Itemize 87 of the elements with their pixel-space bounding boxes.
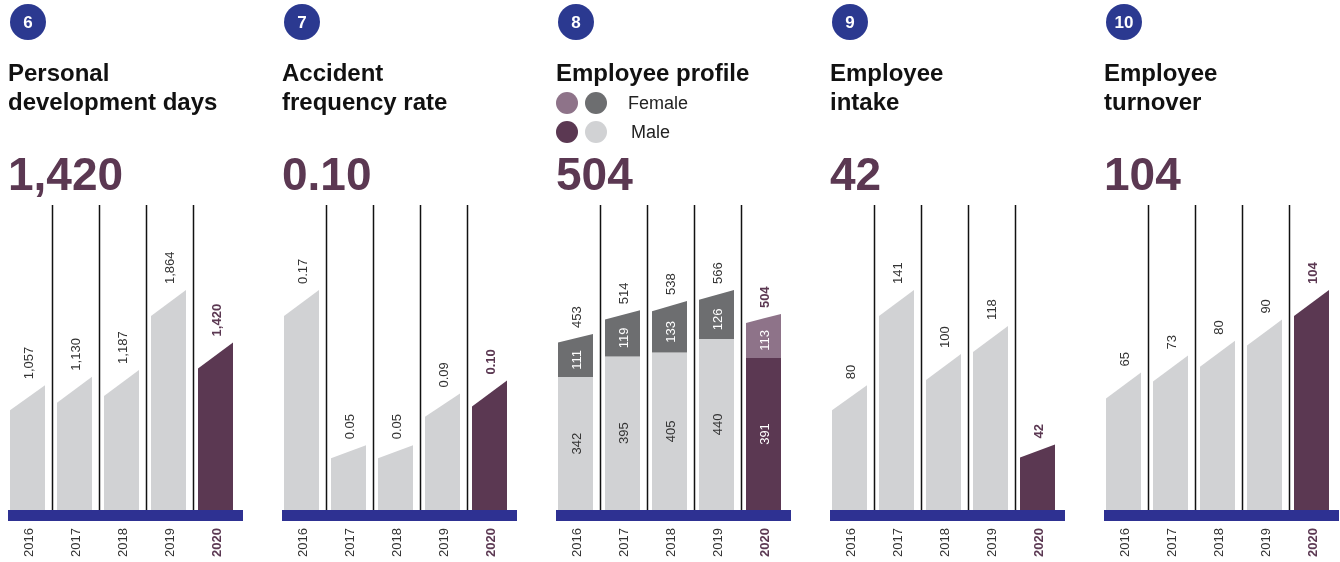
- data-label: 342: [568, 432, 584, 455]
- bar: [151, 290, 186, 510]
- total-label: 514: [615, 282, 631, 305]
- x-tick-label: 2016: [568, 528, 584, 557]
- chart-title: Employee turnover: [1104, 59, 1218, 115]
- data-label: 111: [568, 349, 584, 370]
- legend-label: Female: [628, 93, 689, 113]
- x-tick-label: 2020: [208, 528, 224, 557]
- text: 9: [845, 13, 855, 32]
- data-label: 1,864: [161, 251, 177, 284]
- bar: [284, 290, 319, 510]
- x-tick-label: 2019: [709, 528, 725, 557]
- data-label: 80: [842, 364, 858, 380]
- bar: [558, 377, 593, 510]
- data-label: 391: [756, 423, 772, 445]
- total-label: 566: [709, 262, 725, 284]
- x-tick-label: 2019: [983, 528, 999, 557]
- chart-subtitle: 504: [556, 148, 634, 200]
- x-tick-label: 2017: [67, 528, 83, 557]
- x-tick-label: 2019: [1257, 528, 1273, 557]
- data-label: 1,130: [67, 338, 83, 371]
- x-tick-label: 2020: [1304, 528, 1320, 557]
- bar: [1247, 319, 1282, 510]
- x-tick-label: 2018: [114, 528, 130, 557]
- x-tick-label: 2016: [20, 528, 36, 557]
- data-label: 1,187: [114, 331, 130, 364]
- x-tick-label: 2016: [842, 528, 858, 557]
- chart-title: Employee intake: [830, 59, 944, 115]
- chart-title: Personal development days: [8, 59, 218, 115]
- x-tick-label: 2019: [161, 528, 177, 557]
- bar: [746, 358, 781, 510]
- x-tick-label: 2017: [889, 528, 905, 557]
- total-label: 504: [756, 285, 772, 309]
- data-label: 395: [615, 422, 631, 445]
- chart-title: Employee profile: [556, 59, 750, 86]
- x-tick-label: 2016: [294, 528, 310, 557]
- chart-title: Accident frequency rate: [282, 59, 448, 115]
- x-tick-label: 2016: [1116, 528, 1132, 557]
- x-tick-label: 2018: [662, 528, 678, 557]
- x-tick-label: 2019: [435, 528, 451, 557]
- bar: [699, 338, 734, 510]
- x-tick-label: 2018: [1210, 528, 1226, 557]
- bar: [1294, 290, 1329, 510]
- data-label: 0.17: [294, 258, 310, 284]
- text: 7: [297, 13, 307, 32]
- chart-subtitle: 1,420: [8, 148, 124, 200]
- data-label: 113: [756, 330, 772, 351]
- data-label: 118: [983, 299, 999, 320]
- data-label: 405: [662, 420, 678, 443]
- data-label: 73: [1163, 335, 1179, 350]
- chart-subtitle: 0.10: [282, 148, 372, 200]
- x-tick-label: 2017: [1163, 528, 1179, 557]
- total-label: 538: [662, 273, 678, 295]
- text: 6: [23, 13, 33, 32]
- text: 10: [1114, 13, 1134, 32]
- x-tick-label: 2020: [756, 528, 772, 557]
- chart-subtitle: 104: [1104, 148, 1182, 200]
- x-tick-label: 2017: [341, 528, 357, 557]
- data-label: 42: [1030, 424, 1046, 439]
- total-label: 453: [568, 306, 584, 328]
- data-label: 0.09: [435, 362, 451, 388]
- text: 8: [571, 13, 581, 32]
- x-tick-label: 2018: [388, 528, 404, 557]
- data-label: 133: [662, 321, 678, 343]
- bar: [605, 356, 640, 510]
- x-tick-label: 2020: [1030, 528, 1046, 557]
- data-label: 0.05: [388, 413, 404, 440]
- legend-label: Male: [631, 122, 671, 142]
- bar: [879, 290, 914, 510]
- data-label: 104: [1304, 261, 1320, 284]
- x-tick-label: 2017: [615, 528, 631, 557]
- data-label: 141: [889, 262, 905, 284]
- data-label: 1,057: [20, 346, 36, 380]
- data-label: 100: [936, 326, 952, 348]
- x-tick-label: 2018: [936, 528, 952, 557]
- data-label: 440: [709, 413, 725, 436]
- data-label: 119: [615, 327, 631, 349]
- data-label: 65: [1116, 352, 1132, 367]
- chart-subtitle: 42: [830, 148, 882, 200]
- data-label: 1,420: [208, 303, 224, 337]
- data-label: 90: [1257, 299, 1273, 314]
- data-label: 80: [1210, 320, 1226, 335]
- data-label: 126: [709, 308, 725, 331]
- x-tick-label: 2020: [482, 528, 498, 557]
- data-label: 0.10: [482, 349, 498, 375]
- data-label: 0.05: [341, 413, 357, 440]
- bar: [652, 352, 687, 510]
